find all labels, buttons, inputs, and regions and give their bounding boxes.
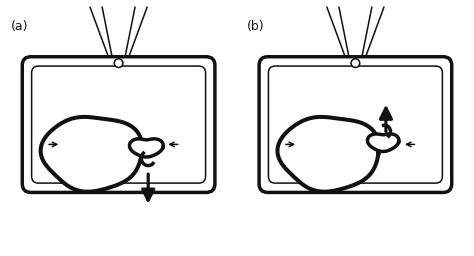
Circle shape bbox=[351, 59, 360, 67]
Polygon shape bbox=[129, 139, 163, 157]
FancyBboxPatch shape bbox=[22, 57, 215, 193]
Text: (b): (b) bbox=[247, 20, 265, 33]
Polygon shape bbox=[277, 117, 379, 192]
FancyBboxPatch shape bbox=[259, 57, 452, 193]
Text: (a): (a) bbox=[10, 20, 28, 33]
Circle shape bbox=[114, 59, 123, 67]
Polygon shape bbox=[41, 117, 142, 192]
Polygon shape bbox=[367, 134, 399, 152]
